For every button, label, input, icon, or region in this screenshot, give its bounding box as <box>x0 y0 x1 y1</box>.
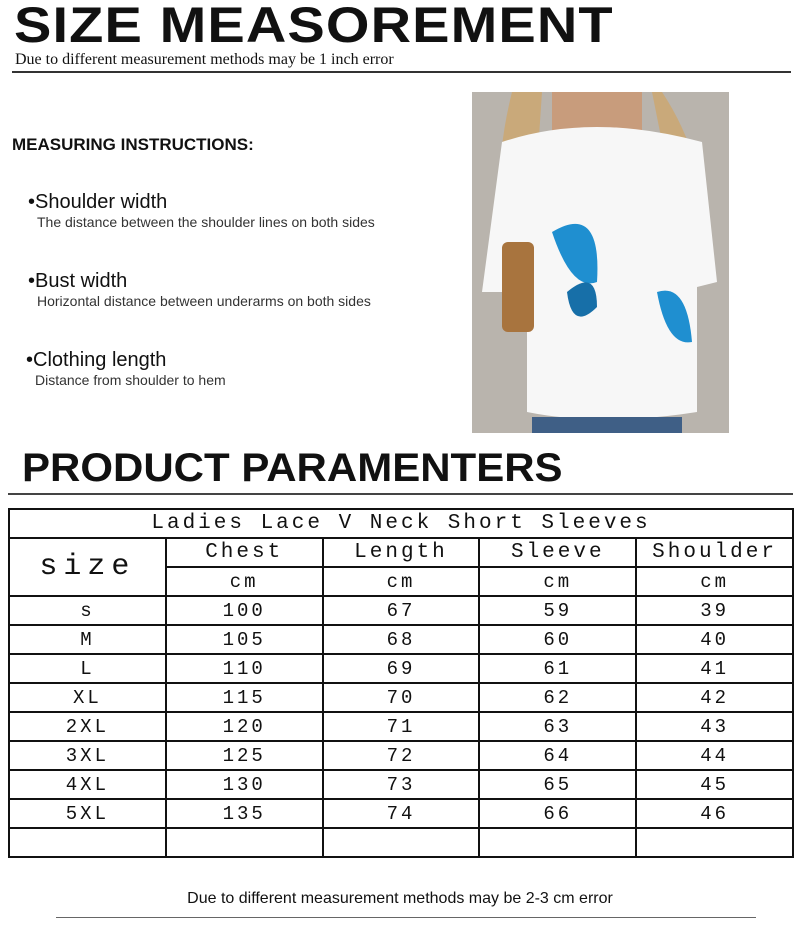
instruction-label: •Clothing length <box>26 349 167 371</box>
measurement-cell: 73 <box>321 769 481 800</box>
instruction-desc: Horizontal distance between underarms on… <box>37 293 371 309</box>
instruction-length: •Clothing length Distance from shoulder … <box>26 349 226 389</box>
instruction-shoulder: •Shoulder width The distance between the… <box>28 191 375 231</box>
size-cell: M <box>8 624 167 655</box>
table-row: s 100 67 59 39 <box>8 595 794 626</box>
instruction-label: •Shoulder width <box>28 191 168 213</box>
table-row: XL 115 70 62 42 <box>8 682 794 713</box>
table-row: 5XL 135 74 66 46 <box>8 798 794 829</box>
measurement-cell: 43 <box>635 711 794 742</box>
measurement-cell: 60 <box>478 624 638 655</box>
size-cell: 5XL <box>8 798 167 829</box>
unit-label: cm <box>164 566 324 597</box>
measurement-cell: 59 <box>478 595 638 626</box>
product-photo <box>472 92 729 433</box>
size-cell: L <box>8 653 167 684</box>
measurement-cell: 125 <box>164 740 324 771</box>
measurement-cell <box>321 827 481 858</box>
measurement-cell: 72 <box>321 740 481 771</box>
measurement-cell: 74 <box>321 798 481 829</box>
instruction-desc: Distance from shoulder to hem <box>35 372 226 388</box>
measurement-cell: 120 <box>164 711 324 742</box>
size-cell: s <box>8 595 167 626</box>
measurement-cell: 71 <box>321 711 481 742</box>
cm-error-note: Due to different measurement methods may… <box>187 890 613 907</box>
column-header-shoulder: Shoulder <box>635 537 794 568</box>
measurement-cell: 65 <box>478 769 638 800</box>
table-caption: Ladies Lace V Neck Short Sleeves <box>8 508 794 539</box>
measurement-cell: 63 <box>478 711 638 742</box>
measurement-cell: 115 <box>164 682 324 713</box>
size-cell: 2XL <box>8 711 167 742</box>
column-header-chest: Chest <box>164 537 324 568</box>
size-cell: 3XL <box>8 740 167 771</box>
table-row <box>8 827 794 858</box>
instruction-desc: The distance between the shoulder lines … <box>37 214 375 230</box>
instructions-heading: MEASURING INSTRUCTIONS: <box>12 135 254 154</box>
measurement-cell: 39 <box>635 595 794 626</box>
measurement-cell: 61 <box>478 653 638 684</box>
measurement-cell: 41 <box>635 653 794 684</box>
table-row: M 105 68 60 40 <box>8 624 794 655</box>
instruction-label: •Bust width <box>28 270 128 292</box>
measurement-cell: 62 <box>478 682 638 713</box>
measurement-cell: 64 <box>478 740 638 771</box>
column-header-length: Length <box>321 537 481 568</box>
measurement-cell <box>635 827 794 858</box>
measurement-cell: 66 <box>478 798 638 829</box>
unit-label: cm <box>635 566 794 597</box>
measurement-cell: 100 <box>164 595 324 626</box>
size-header: size <box>8 537 167 597</box>
divider <box>12 71 791 73</box>
measurement-cell: 70 <box>321 682 481 713</box>
measurement-cell: 130 <box>164 769 324 800</box>
butterfly-icon <box>552 223 598 284</box>
measurement-cell: 110 <box>164 653 324 684</box>
divider <box>8 493 793 495</box>
measurement-cell: 44 <box>635 740 794 771</box>
measurement-cell: 68 <box>321 624 481 655</box>
size-cell: XL <box>8 682 167 713</box>
measurement-cell <box>164 827 324 858</box>
measurement-cell: 67 <box>321 595 481 626</box>
measurement-cell: 46 <box>635 798 794 829</box>
section-title: PRODUCT PARAMENTERS <box>22 446 563 490</box>
measurement-cell: 105 <box>164 624 324 655</box>
table-row: 4XL 130 73 65 45 <box>8 769 794 800</box>
measurement-cell: 40 <box>635 624 794 655</box>
unit-label: cm <box>478 566 638 597</box>
measurement-cell: 69 <box>321 653 481 684</box>
measurement-cell: 42 <box>635 682 794 713</box>
instruction-bust: •Bust width Horizontal distance between … <box>28 270 371 310</box>
table-row: L 110 69 61 41 <box>8 653 794 684</box>
measurement-cell <box>478 827 638 858</box>
table-row: 3XL 125 72 64 44 <box>8 740 794 771</box>
measurement-cell: 45 <box>635 769 794 800</box>
size-cell <box>8 827 167 858</box>
size-cell: 4XL <box>8 769 167 800</box>
measurement-cell: 135 <box>164 798 324 829</box>
table-row: 2XL 120 71 63 43 <box>8 711 794 742</box>
size-table: Ladies Lace V Neck Short Sleeves size Ch… <box>8 508 794 858</box>
divider <box>56 917 756 918</box>
page-title: SIZE MEASOREMENT <box>14 0 614 53</box>
column-header-sleeve: Sleeve <box>478 537 638 568</box>
inch-error-note: Due to different measurement methods may… <box>15 51 394 68</box>
unit-label: cm <box>321 566 481 597</box>
